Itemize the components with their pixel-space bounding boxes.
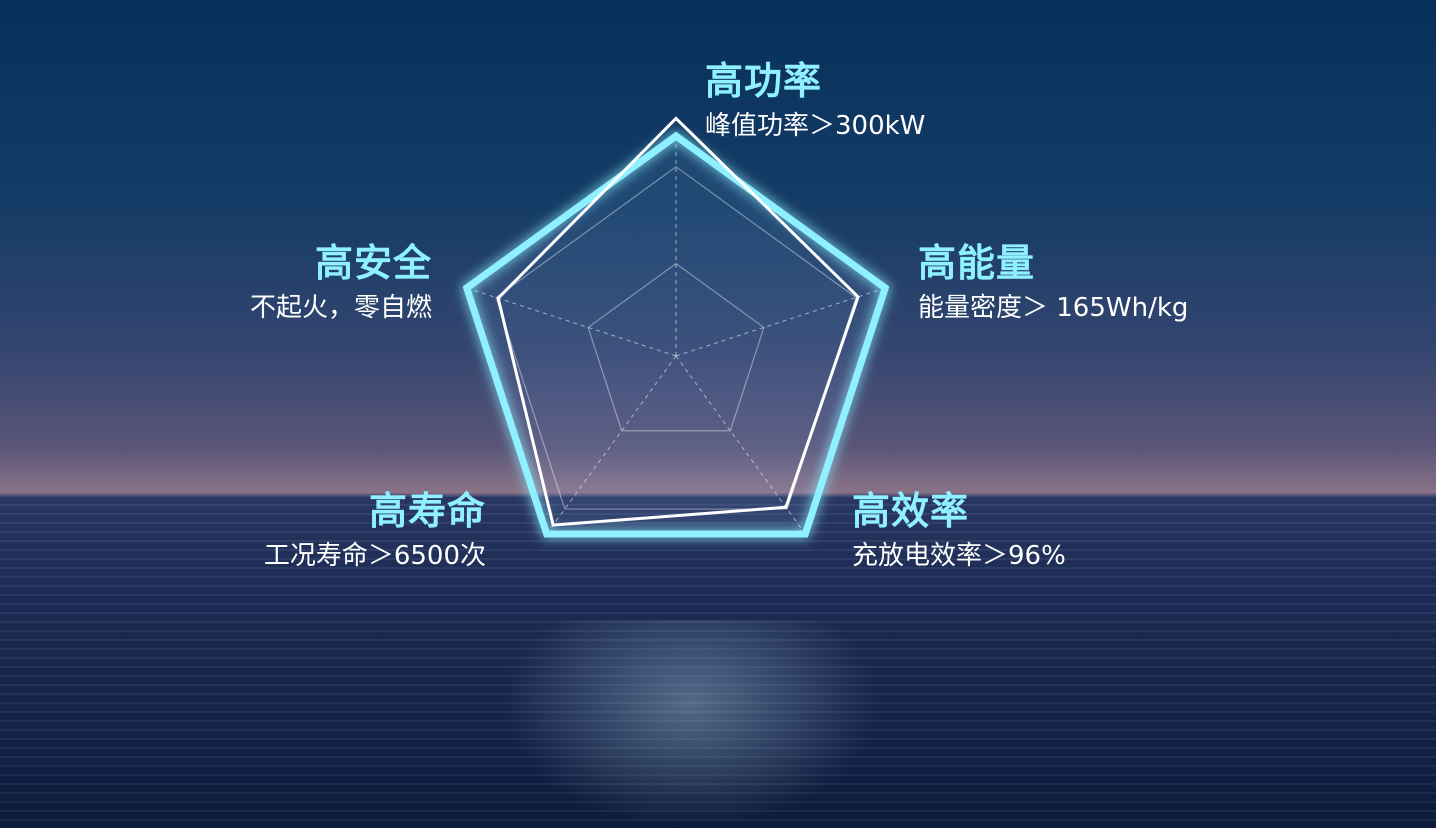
axis-subtitle: 不起火，零自燃 [249, 293, 432, 323]
grid-ring [587, 262, 765, 432]
axis-label-efficiency: 高效率 充放电效率＞96% [852, 480, 1066, 572]
axis-label-power: 高功率 峰值功率＞300kW [705, 50, 925, 142]
axis-title: 高能量 [918, 241, 1036, 285]
axis-title: 高效率 [852, 489, 970, 533]
axis-label-safety: 高安全 不起火，零自燃 [250, 232, 432, 324]
axis-subtitle: 峰值功率＞300kW [705, 111, 926, 141]
grid-ring [495, 166, 857, 510]
axis-label-energy: 高能量 能量密度＞ 165Wh/kg [918, 232, 1188, 324]
axis-title: 高安全 [314, 241, 432, 285]
axis-subtitle: 充放电效率＞96% [852, 541, 1066, 571]
axis-title: 高功率 [705, 59, 823, 103]
axis-subtitle: 能量密度＞ 165Wh/kg [918, 293, 1189, 323]
light-reflection [500, 620, 880, 828]
radar-area [466, 136, 886, 534]
axis-title: 高寿命 [368, 489, 486, 533]
sea-background [0, 495, 1436, 828]
series-polygon [462, 131, 890, 538]
series-polygon [496, 116, 860, 527]
axis-label-lifetime: 高寿命 工况寿命＞6500次 [264, 480, 486, 572]
axis-subtitle: 工况寿命＞6500次 [263, 541, 486, 571]
